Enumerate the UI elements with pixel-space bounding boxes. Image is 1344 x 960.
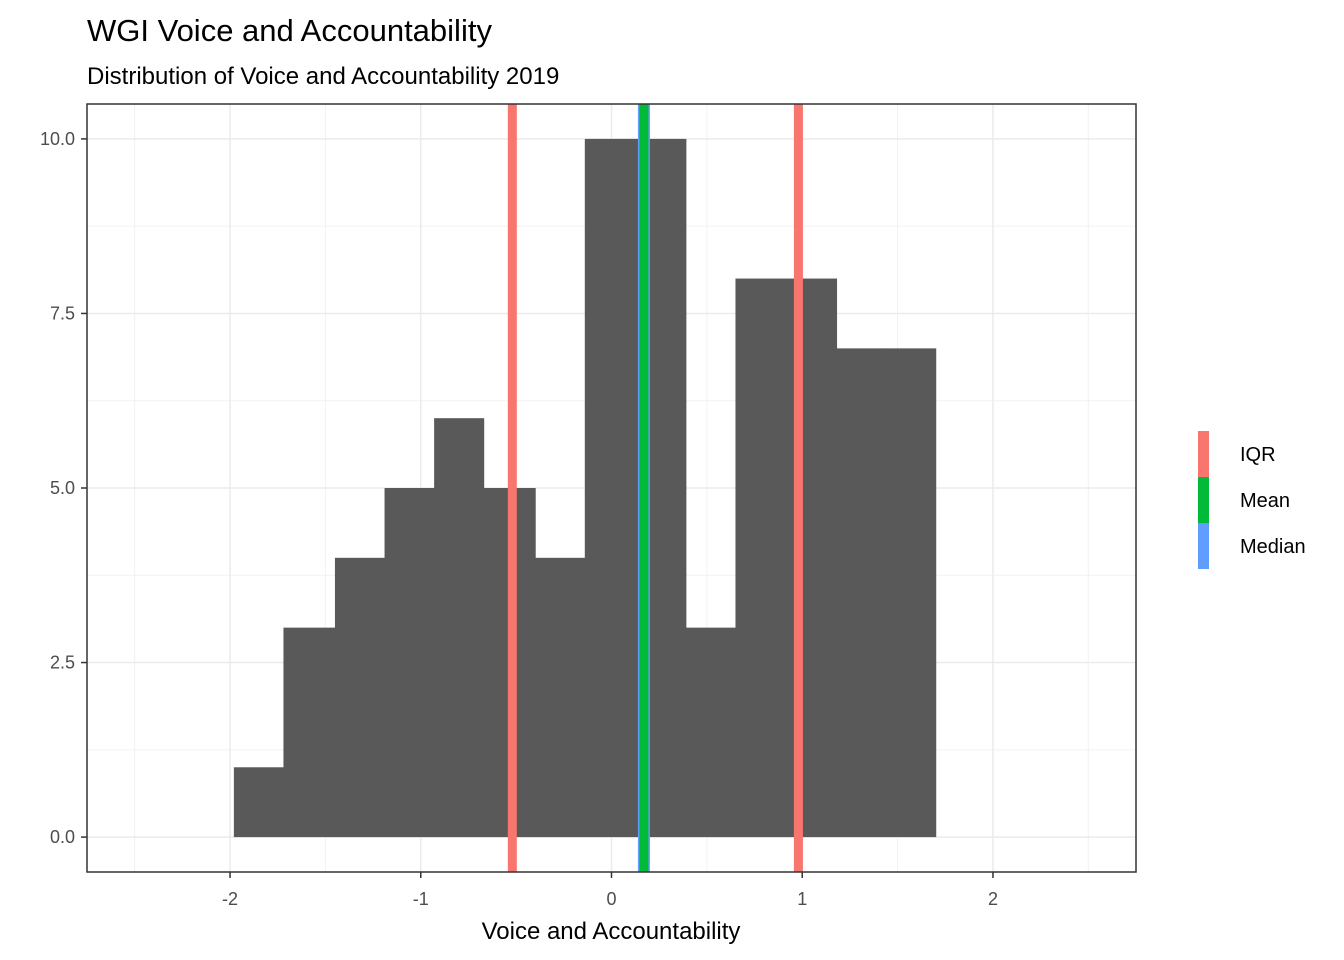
legend-label-mean: Mean: [1240, 490, 1290, 512]
histogram-bar: [434, 418, 485, 838]
histogram-bars: [233, 138, 937, 838]
chart-title: WGI Voice and Accountability: [87, 13, 492, 48]
x-tick-label: -1: [413, 889, 429, 909]
legend-label-iqr: IQR: [1240, 444, 1276, 466]
chart-subtitle: Distribution of Voice and Accountability…: [87, 63, 559, 90]
histogram-bar: [334, 557, 386, 838]
legend-key-median: [1198, 523, 1209, 569]
histogram-bar: [233, 767, 284, 838]
histogram-bar: [735, 278, 786, 838]
x-axis-ticks: -2 -1 0 1 2: [222, 872, 998, 909]
x-tick-label: -2: [222, 889, 238, 909]
histogram-bar: [886, 348, 937, 838]
histogram-bar: [836, 348, 887, 838]
x-tick-label: 0: [606, 889, 616, 909]
legend-label-median: Median: [1240, 536, 1306, 558]
y-tick-label: 5.0: [50, 478, 75, 498]
x-tick-label: 2: [988, 889, 998, 909]
y-tick-label: 2.5: [50, 653, 75, 673]
x-tick-label: 1: [797, 889, 807, 909]
histogram-bar: [685, 627, 736, 838]
histogram-bar: [384, 488, 435, 838]
histogram-bar: [584, 138, 635, 838]
histogram-bar: [785, 278, 838, 838]
legend: IQR Mean Median: [1198, 431, 1306, 569]
y-tick-label: 0.0: [50, 827, 75, 847]
x-axis-title: Voice and Accountability: [482, 918, 741, 945]
y-axis-ticks: 0.0 2.5 5.0 7.5 10.0: [40, 129, 87, 847]
legend-key-iqr: [1198, 431, 1209, 477]
reference-lines: [507, 104, 803, 872]
y-tick-label: 7.5: [50, 303, 75, 323]
y-tick-label: 10.0: [40, 129, 75, 149]
legend-key-mean: [1198, 477, 1209, 523]
histogram-bar: [535, 557, 586, 838]
histogram-bar: [283, 627, 336, 838]
